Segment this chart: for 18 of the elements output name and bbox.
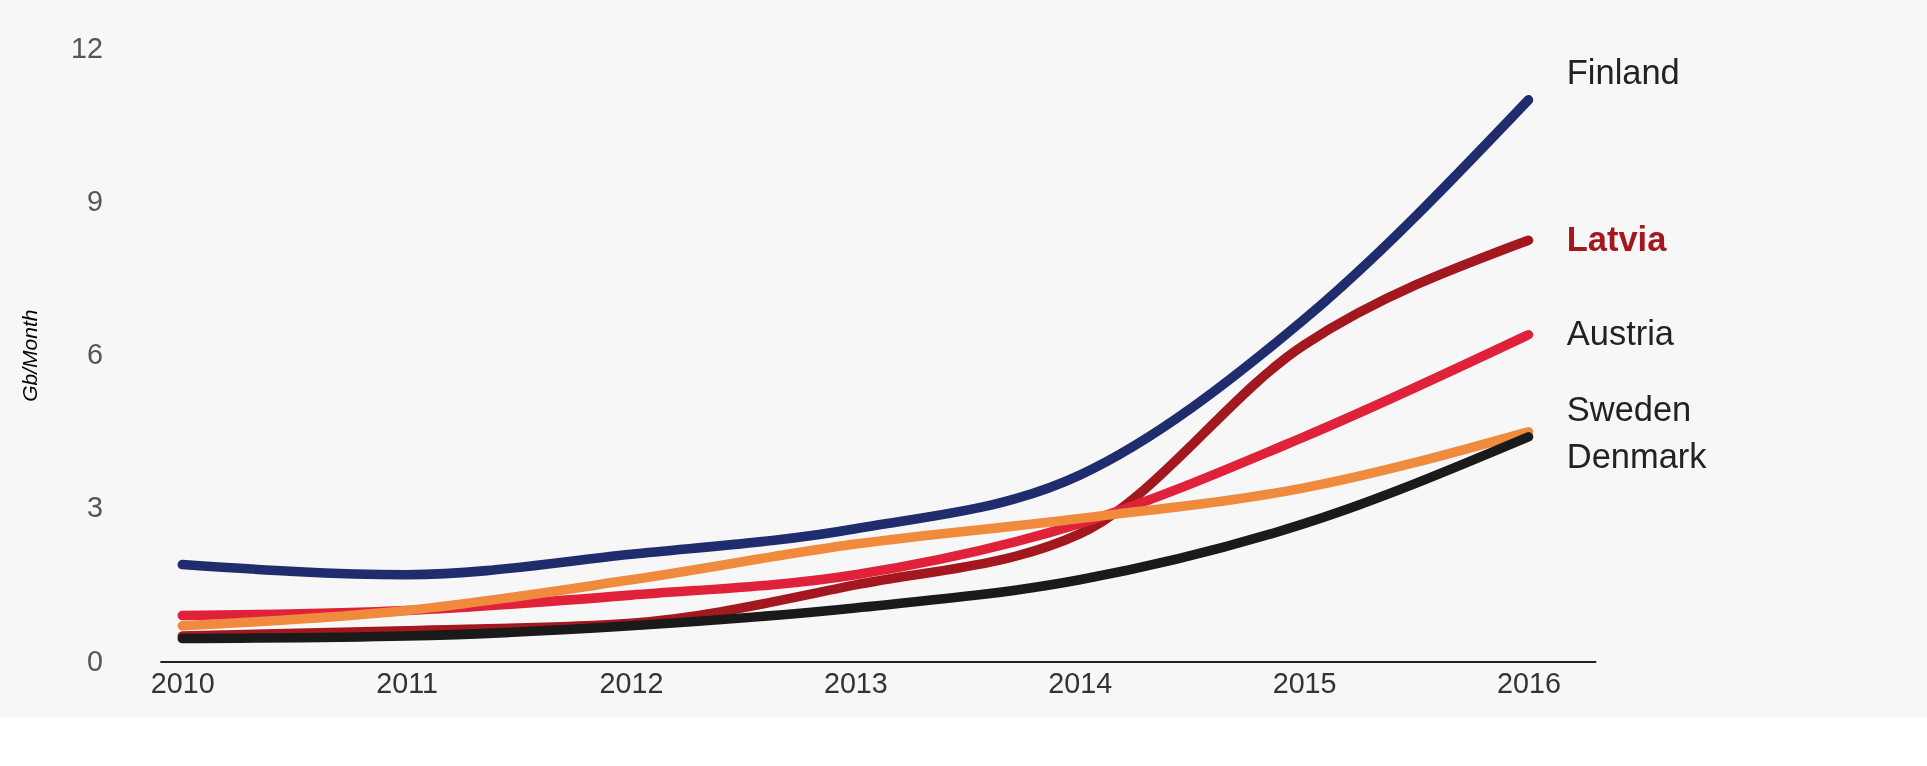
x-tick-label: 2014 xyxy=(1048,666,1113,699)
x-tick-label: 2013 xyxy=(823,666,888,699)
series-label: Denmark xyxy=(1566,437,1708,476)
y-tick-label: 9 xyxy=(86,185,103,218)
y-tick-label: 6 xyxy=(86,338,103,371)
series-label: Finland xyxy=(1566,52,1680,91)
y-tick-label: 3 xyxy=(86,491,103,524)
y-tick-label: 12 xyxy=(70,31,103,64)
x-tick-label: 2015 xyxy=(1272,666,1337,699)
y-axis-title: Gb/Month xyxy=(18,309,42,402)
y-tick-label: 0 xyxy=(86,644,103,677)
series-label: Latvia xyxy=(1566,219,1668,258)
x-tick-label: 2012 xyxy=(599,666,664,699)
x-tick-label: 2016 xyxy=(1497,666,1561,699)
x-tick-label: 2011 xyxy=(376,666,439,699)
series-label: Austria xyxy=(1566,314,1675,353)
x-tick-label: 2010 xyxy=(150,666,215,699)
series-label: Sweden xyxy=(1566,390,1692,429)
